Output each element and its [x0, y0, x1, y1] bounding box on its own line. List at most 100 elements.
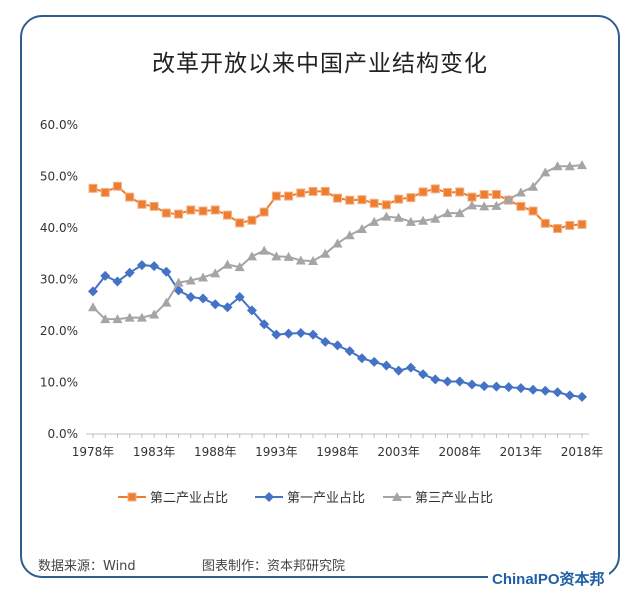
- data-point: [198, 272, 209, 282]
- data-point: [137, 199, 147, 209]
- y-tick-label: 60.0%: [40, 118, 78, 132]
- data-point: [430, 184, 440, 194]
- legend-label: 第三产业占比: [415, 491, 493, 506]
- data-point: [503, 382, 514, 393]
- data-point: [210, 268, 221, 278]
- data-point: [491, 381, 502, 392]
- data-point: [198, 293, 209, 304]
- data-point: [344, 346, 355, 357]
- data-point: [259, 319, 270, 330]
- data-point: [467, 192, 477, 202]
- data-point: [295, 255, 306, 265]
- data-point: [88, 183, 98, 193]
- data-point: [100, 187, 110, 197]
- data-point: [234, 262, 245, 272]
- data-point: [161, 266, 172, 277]
- data-point: [381, 360, 392, 371]
- y-tick-label: 40.0%: [40, 221, 78, 235]
- data-point: [442, 208, 453, 218]
- x-tick-label: 1983年: [133, 445, 176, 459]
- data-point: [515, 187, 526, 197]
- y-tick-label: 50.0%: [40, 170, 78, 184]
- data-point: [540, 385, 551, 396]
- data-point: [235, 218, 245, 228]
- data-point: [124, 312, 135, 322]
- data-point: [112, 314, 123, 324]
- data-point: [405, 216, 416, 226]
- data-point: [357, 195, 367, 205]
- legend-marker: [127, 492, 137, 502]
- data-point: [247, 215, 257, 225]
- series-line-1: [92, 185, 583, 230]
- data-point: [491, 200, 502, 210]
- chart-maker: 图表制作：资本邦研究院: [202, 559, 346, 574]
- data-point: [222, 210, 232, 220]
- data-point: [344, 230, 355, 240]
- legend-label: 第一产业占比: [287, 491, 365, 506]
- data-point: [394, 194, 404, 204]
- data-point: [528, 181, 539, 191]
- data-point: [430, 374, 441, 385]
- data-point: [100, 314, 111, 324]
- data-point: [479, 201, 490, 211]
- x-tick-label: 2003年: [377, 445, 420, 459]
- data-point: [283, 251, 294, 261]
- data-point: [174, 209, 184, 219]
- data-point: [528, 384, 539, 395]
- data-point: [516, 201, 526, 211]
- x-tick-label: 1998年: [316, 445, 359, 459]
- data-point: [552, 387, 563, 398]
- data-point: [369, 356, 380, 367]
- data-point: [112, 181, 122, 191]
- data-point: [466, 200, 477, 210]
- data-point: [455, 187, 465, 197]
- data-point: [552, 161, 563, 171]
- data-point: [430, 213, 441, 223]
- data-point: [136, 260, 147, 271]
- data-point: [503, 194, 514, 204]
- data-point: [356, 224, 367, 234]
- x-tick-label: 1978年: [72, 445, 115, 459]
- y-tick-label: 0.0%: [48, 427, 79, 441]
- data-point: [320, 186, 330, 196]
- chart-title: 改革开放以来中国产业结构变化: [152, 51, 488, 77]
- data-point: [577, 219, 587, 229]
- data-point: [246, 251, 257, 261]
- data-point: [320, 248, 331, 258]
- data-point: [246, 305, 257, 316]
- legend-label: 第二产业占比: [150, 491, 228, 506]
- data-point: [210, 299, 221, 310]
- series-line-2: [92, 264, 583, 398]
- data-point: [271, 191, 281, 201]
- data-point: [271, 251, 282, 261]
- data-point: [393, 365, 404, 376]
- data-point: [320, 336, 331, 347]
- data-point: [577, 391, 587, 402]
- data-point: [443, 187, 453, 197]
- data-point: [528, 206, 538, 216]
- data-point: [332, 340, 343, 351]
- data-point: [565, 220, 575, 230]
- data-point: [454, 208, 465, 218]
- data-point: [405, 362, 416, 373]
- chart-frame: [20, 15, 620, 578]
- data-point: [479, 190, 489, 200]
- data-point: [406, 193, 416, 203]
- data-point: [124, 267, 135, 278]
- data-point: [491, 190, 501, 200]
- data-point: [381, 200, 391, 210]
- data-point: [332, 238, 343, 248]
- data-point: [149, 201, 159, 211]
- legend-marker: [392, 492, 402, 501]
- data-point: [271, 329, 282, 340]
- y-tick-label: 10.0%: [40, 376, 78, 390]
- data-point: [454, 376, 465, 387]
- data-point: [259, 207, 269, 217]
- x-tick-label: 2013年: [500, 445, 543, 459]
- x-tick-label: 1988年: [194, 445, 237, 459]
- data-point: [308, 255, 319, 265]
- legend-marker: [264, 492, 274, 502]
- data-point: [136, 312, 147, 322]
- chinaipo-logo: ChinaIPO资本邦: [488, 568, 609, 589]
